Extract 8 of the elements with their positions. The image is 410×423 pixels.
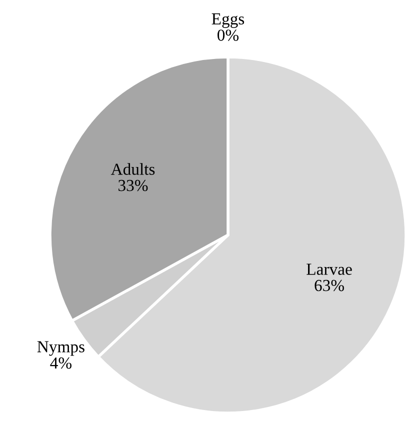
category-label: Eggs [212, 13, 244, 28]
slice-label: Adults [110, 163, 155, 175]
data-label: 4% [50, 357, 72, 369]
slice-label: Larvae [306, 264, 352, 275]
data-label: 33% [118, 180, 148, 192]
slice-label: Nymps [37, 341, 84, 356]
text: 0% [218, 30, 239, 41]
data-label: 63% [314, 280, 344, 292]
